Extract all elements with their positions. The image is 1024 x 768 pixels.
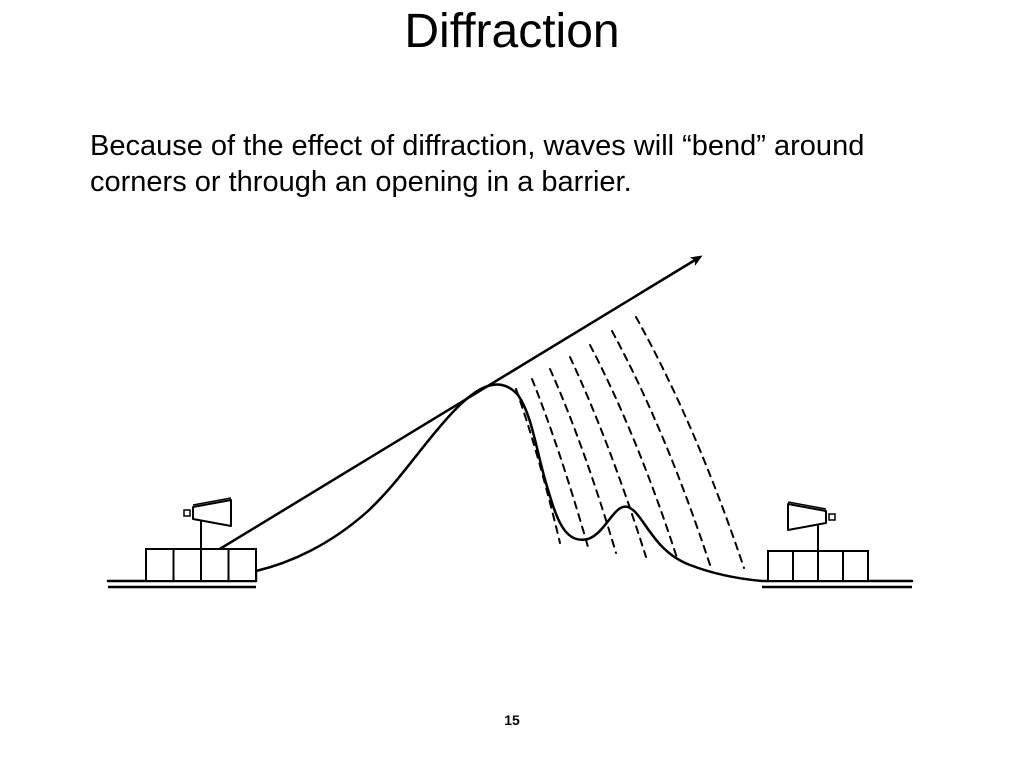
- page-number: 15: [0, 712, 1024, 728]
- wave-arcs: [516, 317, 744, 568]
- slide-title: Diffraction: [0, 4, 1024, 59]
- transmitter-antenna: [146, 498, 256, 581]
- wave-arc-1: [516, 389, 560, 543]
- slide-body: Because of the effect of diffraction, wa…: [90, 128, 954, 201]
- propagation-arrow: [200, 257, 700, 561]
- receiver-antenna: [768, 502, 868, 581]
- wave-arc-7: [636, 317, 744, 568]
- diffraction-diagram: [100, 245, 920, 625]
